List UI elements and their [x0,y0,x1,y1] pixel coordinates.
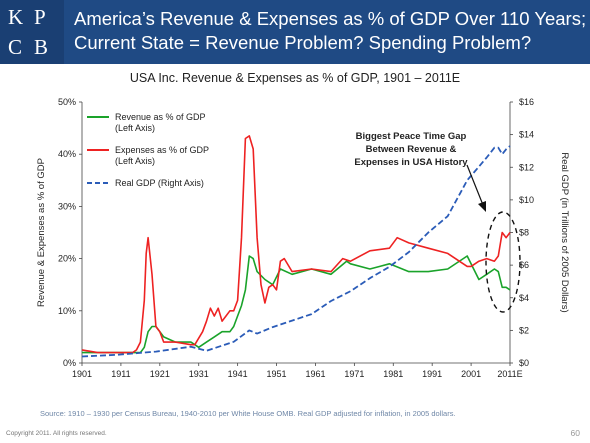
y2-tick-label: $0 [519,358,529,368]
series-line [81,145,511,358]
annotation-text: Expenses in USA History [354,157,468,168]
y2-tick-label: $16 [519,97,534,107]
y2-tick-label: $14 [519,130,534,140]
highlight-ellipse [485,211,521,313]
legend-label: (Left Axis) [115,123,155,133]
y-tick-label: 40% [58,149,76,159]
y2-tick-label: $2 [519,325,529,335]
annotation-text: Biggest Peace Time Gap [356,131,467,142]
page-number: 60 [570,428,580,438]
y-axis-title: Revenue & Expenses as % of GDP [36,158,47,307]
logo-letter: P [34,5,46,29]
x-tick-label: 1991 [422,369,442,379]
y-tick-label: 30% [58,201,76,211]
legend-label: Real GDP (Right Axis) [115,178,204,188]
y2-tick-label: $12 [519,162,534,172]
logo-letter: K [8,5,24,29]
y-tick-label: 0% [63,358,76,368]
header-bar: K P C B America’s Revenue & Expenses as … [0,0,590,64]
logo-letter: B [34,35,49,59]
x-tick-label: 1901 [72,369,92,379]
page-title: America’s Revenue & Expenses as % of GDP… [74,7,587,55]
y2-tick-label: $8 [519,228,529,238]
annotation-arrow-line [466,164,484,206]
copyright: Copyright 2011. All rights reserved. [6,430,107,437]
x-tick-label: 1951 [267,369,287,379]
series-line [81,135,511,354]
x-tick-label: 1931 [189,369,209,379]
x-tick-label: 1921 [150,369,170,379]
chart-title: USA Inc. Revenue & Expenses as % of GDP,… [129,71,461,85]
legend-label: Revenue as % of GDP [115,112,206,122]
y2-tick-label: $4 [519,293,529,303]
logo-letter: C [8,35,23,59]
kpcb-logo: K P C B [0,0,64,64]
x-tick-label: 1981 [383,369,403,379]
source-note: Source: 1910 – 1930 per Census Bureau, 1… [40,409,456,418]
annotation-text: Between Revenue & [366,144,457,155]
y2-axis-title: Real GDP (in Trillions of 2005 Dollars) [559,152,570,312]
annotation-arrowhead [478,201,486,212]
y-tick-label: 50% [58,97,76,107]
y2-tick-label: $10 [519,195,534,205]
x-tick-label: 1911 [111,369,130,379]
y-tick-label: 10% [58,306,76,316]
x-tick-label: 1961 [305,369,325,379]
y-tick-label: 20% [58,254,76,264]
legend-label: (Left Axis) [115,156,155,166]
x-tick-label: 2001 [461,369,481,379]
series-line [82,255,511,354]
x-tick-label: 2011E [497,369,522,379]
x-tick-label: 1971 [344,369,364,379]
title-line-1: America’s Revenue & Expenses as % of GDP… [74,8,587,29]
y2-tick-label: $6 [519,260,529,270]
x-tick-label: 1941 [228,369,248,379]
title-line-2: Current State = Revenue Problem? Spendin… [74,32,532,53]
legend-label: Expenses as % of GDP [115,145,209,155]
